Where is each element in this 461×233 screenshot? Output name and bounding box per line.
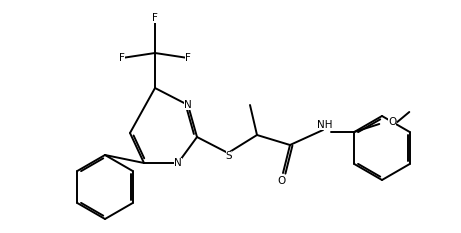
Text: N: N — [184, 100, 192, 110]
Text: F: F — [185, 53, 191, 63]
Text: NH: NH — [317, 120, 333, 130]
Text: O: O — [277, 176, 285, 186]
Text: O: O — [388, 117, 396, 127]
Text: F: F — [119, 53, 125, 63]
Text: F: F — [152, 13, 158, 23]
Text: S: S — [226, 151, 232, 161]
Text: N: N — [174, 158, 182, 168]
